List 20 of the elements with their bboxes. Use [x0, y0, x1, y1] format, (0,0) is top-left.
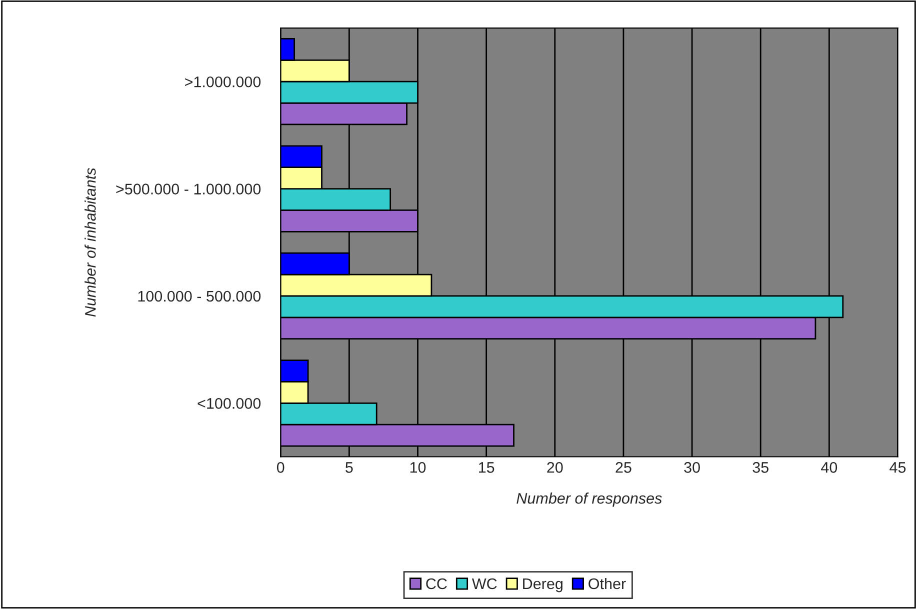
x-tick-label: 0 — [276, 462, 284, 473]
legend-label: Dereg — [523, 578, 562, 592]
y-tick-label: >1.000.000 — [185, 76, 261, 88]
x-tick-label: 5 — [346, 462, 353, 473]
y-tick-label: >500.000 - 1.000.000 — [116, 184, 261, 194]
x-tick-label: 25 — [616, 462, 632, 473]
y-tick-label: <100.000 — [198, 398, 261, 409]
x-tick-label: 45 — [890, 462, 906, 473]
x-tick-label: 20 — [547, 462, 563, 473]
y-tick-label: 100.000 - 500.000 — [138, 290, 261, 302]
y-axis-title: Number of inhabitants — [84, 168, 96, 317]
legend-label: Other — [588, 578, 626, 590]
legend-label: WC — [472, 578, 497, 590]
x-tick-label: 30 — [684, 462, 700, 473]
x-tick-label: 40 — [821, 462, 838, 473]
legend-label: CC — [426, 578, 447, 590]
x-axis-title: Number of responses — [516, 492, 662, 507]
x-tick-label: 15 — [478, 462, 494, 473]
x-tick-label: 10 — [410, 462, 426, 473]
x-tick-label: 35 — [752, 462, 768, 473]
